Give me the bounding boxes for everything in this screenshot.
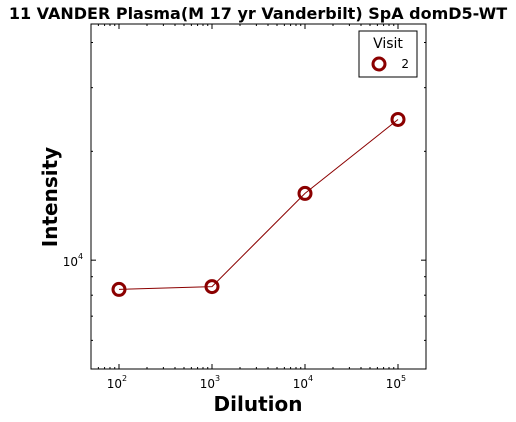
x-tick-base: 10	[200, 377, 215, 391]
x-tick-exponent: 2	[122, 374, 127, 383]
series-layer	[113, 113, 404, 295]
y-tick-exponent: 4	[78, 252, 83, 261]
x-tick-label: 10 5	[386, 374, 406, 391]
x-tick-label: 10 3	[200, 374, 220, 391]
x-tick-labels: 10 2 10 3 10 4 10 5	[107, 374, 406, 391]
x-tick-base: 10	[107, 377, 122, 391]
chart-title: 11 VANDER Plasma(M 17 yr Vanderbilt) SpA…	[9, 4, 507, 23]
y-axis-label: Intensity	[38, 147, 62, 247]
legend-label: 2	[401, 57, 409, 71]
x-tick-exponent: 5	[401, 374, 406, 383]
x-tick-label: 10 4	[293, 374, 313, 391]
y-tick-base: 10	[63, 255, 78, 269]
legend-title: Visit	[373, 36, 403, 52]
series-line	[119, 120, 398, 290]
x-tick-label: 10 2	[107, 374, 127, 391]
x-tick-base: 10	[386, 377, 401, 391]
data-point	[392, 113, 404, 125]
x-axis-label: Dilution	[214, 392, 303, 416]
x-tick-exponent: 3	[215, 374, 220, 383]
x-tick-base: 10	[293, 377, 308, 391]
y-tick-label: 10 4	[63, 252, 83, 269]
x-tick-exponent: 4	[308, 374, 313, 383]
y-tick-labels: 10 4	[63, 252, 83, 269]
legend: Visit 2	[359, 31, 417, 77]
plot-area: 10 2 10 3 10 4 10 5 10 4	[63, 24, 426, 391]
